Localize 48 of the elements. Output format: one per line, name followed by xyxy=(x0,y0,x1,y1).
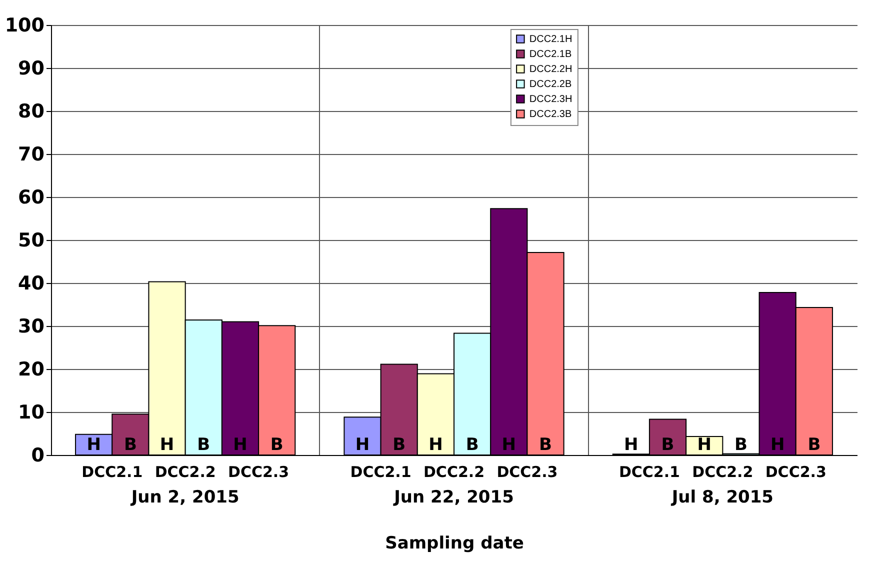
annotation: H xyxy=(86,435,101,455)
text: B xyxy=(466,435,479,455)
x-tick-label: Jun 2, 2015 xyxy=(130,488,240,508)
y-tick-label: 0 xyxy=(31,444,44,466)
y-tick-label: 90 xyxy=(18,58,44,80)
text: B xyxy=(270,435,284,455)
text: B xyxy=(392,435,406,455)
y-tick-label: 70 xyxy=(18,144,44,166)
text: H xyxy=(355,435,370,455)
legend-label: DCC2.1B xyxy=(529,49,572,60)
text: DCC2.1 xyxy=(82,463,143,481)
text: B xyxy=(661,435,674,455)
text: DCC2.2 xyxy=(154,463,216,481)
text: DCC2.2 xyxy=(423,463,485,481)
y-tick-label: 100 xyxy=(4,14,44,36)
text: H xyxy=(770,435,785,455)
y-tick-label: 80 xyxy=(18,100,44,122)
text: H xyxy=(502,435,516,455)
legend-label: DCC2.2H xyxy=(529,64,572,75)
legend-label: DCC2.1H xyxy=(529,34,572,45)
text: B xyxy=(808,435,821,455)
text: B xyxy=(539,435,552,455)
y-tick-label: 40 xyxy=(18,272,44,294)
y-tick-label: 50 xyxy=(18,230,44,252)
text: H xyxy=(428,435,443,455)
text: B xyxy=(197,435,210,455)
x-tick-label: Jul 8, 2015 xyxy=(670,488,774,508)
y-tick-label: 30 xyxy=(18,316,44,338)
text: H xyxy=(233,435,248,455)
text: DCC2.1 xyxy=(618,463,680,481)
text: DCC2.1 xyxy=(350,463,412,481)
text: B xyxy=(734,435,748,455)
x-axis-title: Sampling date xyxy=(385,534,524,554)
text: H xyxy=(697,435,712,455)
y-tick-label: 10 xyxy=(18,402,44,424)
text: DCC2.3 xyxy=(765,463,826,481)
text: DCC2.3 xyxy=(496,463,558,481)
y-tick-label: 60 xyxy=(18,186,44,208)
annotation: B xyxy=(124,435,137,455)
legend-label: DCC2.3H xyxy=(529,94,572,105)
y-tick-label: 20 xyxy=(18,358,44,380)
x-tick-label: Jun 22, 2015 xyxy=(393,488,514,508)
text: DCC2.2 xyxy=(692,463,754,481)
text: H xyxy=(624,435,638,455)
legend-label: DCC2.3B xyxy=(529,109,572,120)
text: H xyxy=(160,435,174,455)
legend-label: DCC2.2B xyxy=(529,79,572,90)
text: DCC2.3 xyxy=(228,463,290,481)
